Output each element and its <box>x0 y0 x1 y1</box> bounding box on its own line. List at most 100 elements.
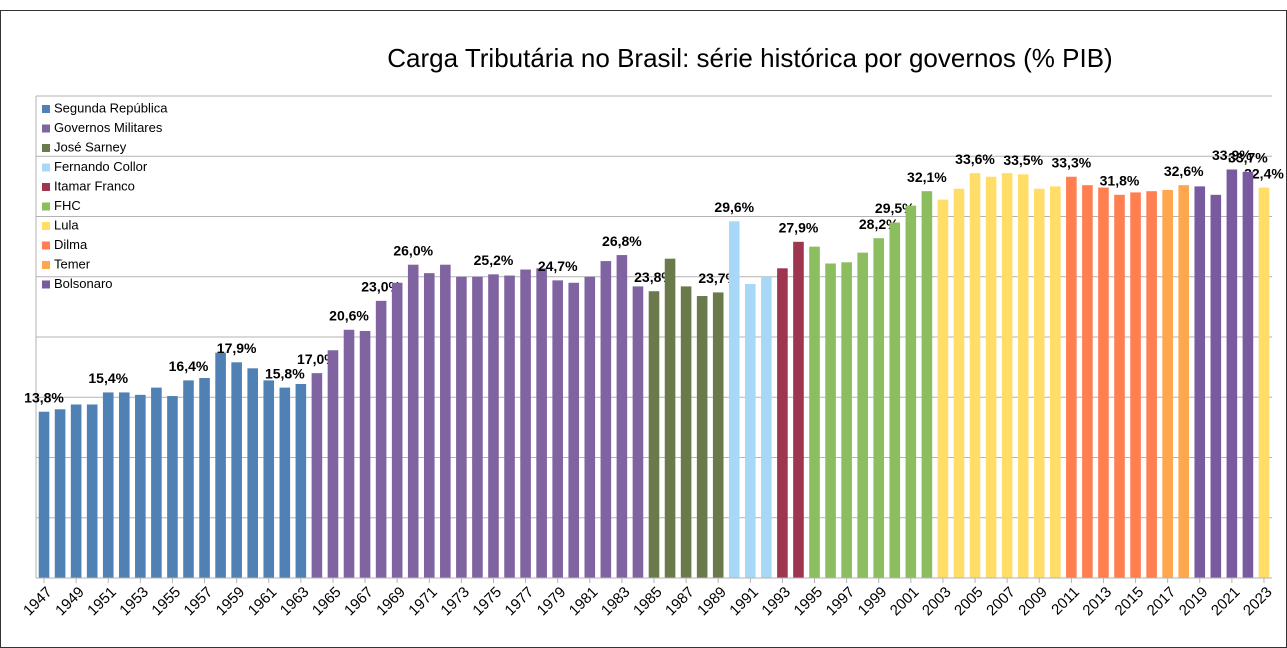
legend-label: José Sarney <box>54 139 127 154</box>
bar <box>600 261 612 578</box>
bar <box>1050 186 1061 578</box>
legend-swatch <box>42 124 50 133</box>
bar <box>1082 185 1093 579</box>
legend-label: Temer <box>54 256 91 271</box>
bar <box>568 282 580 578</box>
bar <box>793 241 804 578</box>
bar <box>969 173 981 578</box>
bar <box>857 252 868 578</box>
data-label: 33,5% <box>1003 152 1043 168</box>
data-label: 23,8% <box>634 269 674 285</box>
bar <box>1242 171 1254 579</box>
bar <box>456 276 467 578</box>
bar <box>391 282 403 578</box>
bar <box>536 268 547 578</box>
data-label: 29,6% <box>714 199 754 215</box>
bar <box>488 274 499 578</box>
bar <box>70 404 82 578</box>
bar <box>247 368 258 578</box>
bar <box>632 286 644 578</box>
bar <box>696 296 708 578</box>
bar <box>311 373 323 578</box>
bar <box>1017 174 1029 578</box>
bar <box>199 377 210 578</box>
bar <box>375 300 387 578</box>
bar <box>231 362 242 578</box>
data-label: 32,6% <box>1164 163 1204 179</box>
bar <box>118 392 130 578</box>
bar <box>151 387 162 578</box>
legend-swatch <box>42 261 50 269</box>
bar <box>215 352 226 578</box>
legend-label: FHC <box>54 198 81 213</box>
legend-label: Governos Militares <box>54 120 163 135</box>
data-label: 33,9% <box>1212 147 1252 163</box>
bar <box>905 205 917 578</box>
data-label: 28,2% <box>859 216 899 232</box>
bar <box>1033 188 1045 578</box>
bar <box>1130 192 1141 578</box>
bar <box>1146 191 1157 578</box>
bar <box>1194 186 1206 578</box>
bar <box>520 269 531 578</box>
bar <box>1210 194 1222 578</box>
bar <box>295 383 307 578</box>
data-label: 23,0% <box>361 279 401 295</box>
data-label: 13,8% <box>24 389 64 405</box>
data-label: 25,2% <box>474 252 514 268</box>
bar <box>54 409 66 578</box>
data-label: 16,4% <box>169 358 209 374</box>
bar <box>472 276 483 578</box>
bar <box>552 280 563 578</box>
data-label: 20,6% <box>329 307 369 323</box>
bar <box>504 275 515 578</box>
bar <box>327 350 339 578</box>
bar <box>440 264 451 578</box>
bar <box>937 199 949 578</box>
data-label: 32,4% <box>1244 165 1284 181</box>
bar <box>728 221 740 578</box>
data-label: 26,0% <box>393 242 433 258</box>
legend-label: Bolsonaro <box>54 276 113 291</box>
bar <box>841 262 852 578</box>
bar <box>1178 185 1190 579</box>
data-label: 15,8% <box>265 365 305 381</box>
legend-swatch <box>42 202 50 211</box>
bar <box>38 411 50 578</box>
bar <box>712 292 724 578</box>
bar <box>921 191 933 578</box>
data-label: 23,7% <box>698 270 738 286</box>
bar <box>86 404 98 578</box>
bar <box>873 238 885 578</box>
bar <box>135 394 146 578</box>
bar <box>407 264 419 578</box>
bar <box>167 396 178 578</box>
legend-label: Lula <box>54 217 79 232</box>
bar <box>616 255 628 578</box>
bar <box>680 286 692 578</box>
bar <box>761 276 772 578</box>
bar <box>1258 187 1270 578</box>
bar <box>1162 189 1173 579</box>
data-label: 29,5% <box>875 200 915 216</box>
bar <box>359 330 371 578</box>
bar <box>825 263 836 578</box>
data-label: 33,7% <box>1228 150 1268 166</box>
data-label: 33,6% <box>955 151 995 167</box>
data-label: 33,3% <box>1051 154 1091 170</box>
bar <box>648 291 660 578</box>
legend-swatch <box>42 222 50 230</box>
legend-label: Fernando Collor <box>54 159 148 174</box>
data-label: 27,9% <box>779 220 819 236</box>
bar <box>1226 169 1238 578</box>
data-label: 31,8% <box>1100 173 1140 189</box>
bar <box>777 268 788 578</box>
bar <box>889 222 901 578</box>
chart-title: Carga Tributária no Brasil: série histór… <box>387 43 1112 73</box>
bar <box>953 188 965 578</box>
bar <box>279 387 291 578</box>
legend-label: Itamar Franco <box>54 178 135 193</box>
legend-swatch <box>42 280 50 289</box>
bar <box>1098 187 1109 578</box>
bar <box>102 392 114 578</box>
